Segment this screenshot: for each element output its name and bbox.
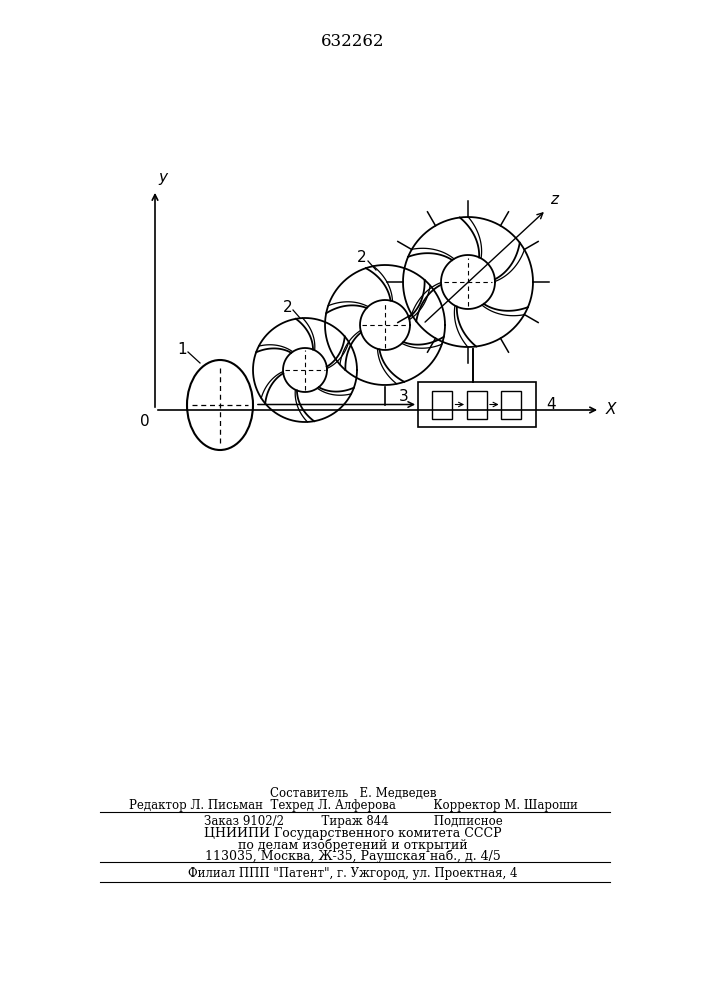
Bar bbox=[418, 382, 536, 427]
Text: 4: 4 bbox=[546, 397, 556, 412]
Text: Составитель   Е. Медведев: Составитель Е. Медведев bbox=[270, 786, 436, 800]
Text: 0: 0 bbox=[140, 414, 150, 430]
Text: Филиал ППП "Патент", г. Ужгород, ул. Проектная, 4: Филиал ППП "Патент", г. Ужгород, ул. Про… bbox=[188, 866, 518, 880]
Text: y: y bbox=[158, 170, 167, 185]
Text: 2: 2 bbox=[357, 250, 367, 265]
Text: ЦНИИПИ Государственного комитета СССР: ЦНИИПИ Государственного комитета СССР bbox=[204, 828, 502, 840]
Text: Заказ 9102/2          Тираж 844            Подписное: Заказ 9102/2 Тираж 844 Подписное bbox=[204, 814, 503, 828]
Text: 632262: 632262 bbox=[321, 33, 385, 50]
Text: 1: 1 bbox=[177, 342, 187, 357]
Text: 2: 2 bbox=[284, 300, 293, 314]
Text: 113035, Москва, Ж-35, Раушская наб., д. 4/5: 113035, Москва, Ж-35, Раушская наб., д. … bbox=[205, 849, 501, 863]
Text: по делам изобретений и открытий: по делам изобретений и открытий bbox=[238, 838, 468, 852]
Bar bbox=[467, 390, 487, 418]
Bar bbox=[501, 390, 522, 418]
Text: z: z bbox=[550, 192, 558, 207]
Text: X: X bbox=[606, 402, 617, 418]
Bar bbox=[433, 390, 452, 418]
Text: 3: 3 bbox=[399, 389, 409, 404]
Text: Редактор Л. Письман  Техред Л. Алферова          Корректор М. Шароши: Редактор Л. Письман Техред Л. Алферова К… bbox=[129, 800, 578, 812]
